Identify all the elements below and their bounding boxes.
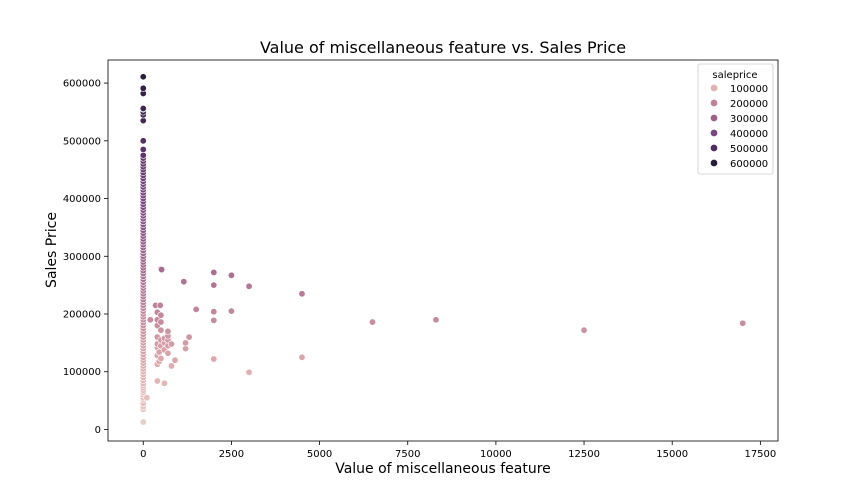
legend-entry-label: 100000: [730, 84, 768, 95]
data-point: [182, 345, 190, 353]
data-point: [157, 354, 165, 362]
data-point: [157, 311, 165, 319]
data-point: [245, 368, 253, 376]
x-axis-ticks: 0 2500 5000 7500 10000 12500 15000 17500: [140, 441, 776, 460]
data-point: [139, 104, 147, 112]
data-point: [139, 145, 147, 153]
legend-marker: [710, 159, 718, 167]
data-point: [171, 356, 179, 364]
data-point: [368, 318, 376, 326]
plot-frame: [107, 59, 779, 442]
data-point: [143, 394, 151, 402]
data-point: [580, 326, 588, 334]
data-point: [210, 308, 218, 316]
data-point: [158, 266, 166, 274]
legend: saleprice 100000 200000 300000 400000 500000…: [697, 63, 774, 175]
data-point: [210, 268, 218, 276]
data-point: [227, 271, 235, 279]
legend-marker: [710, 99, 718, 107]
data-point: [210, 316, 218, 324]
y-tick-label: 500000: [63, 136, 101, 147]
data-point: [185, 333, 193, 341]
y-axis-ticks: 0 100000 200000 300000 400000 500000 600000: [63, 79, 108, 436]
y-tick-label: 100000: [63, 367, 101, 378]
x-tick-label: 7500: [395, 449, 420, 460]
data-point: [153, 377, 161, 385]
data-point: [432, 316, 440, 324]
x-axis-label: Value of miscellaneous feature: [335, 461, 551, 477]
data-point: [739, 319, 747, 327]
data-point: [139, 84, 147, 92]
x-tick-label: 17500: [744, 449, 776, 460]
data-point: [164, 327, 172, 335]
data-point: [210, 355, 218, 363]
y-tick-label: 200000: [63, 310, 101, 321]
data-point: [146, 316, 154, 324]
data-point: [139, 117, 147, 125]
data-point: [180, 278, 188, 286]
y-axis-label: Sales Price: [44, 212, 60, 288]
legend-marker: [710, 84, 718, 92]
legend-entry-label: 600000: [730, 159, 768, 170]
legend-entry-label: 400000: [730, 129, 768, 140]
legend-entry-label: 500000: [730, 144, 768, 155]
data-point: [210, 281, 218, 289]
legend-marker: [710, 114, 718, 122]
legend-marker: [710, 144, 718, 152]
data-points: [139, 73, 747, 426]
y-tick-label: 600000: [63, 79, 101, 90]
chart-title: Value of miscellaneous feature vs. Sales…: [260, 38, 626, 57]
data-point: [227, 307, 235, 315]
data-point: [167, 340, 175, 348]
data-point: [298, 353, 306, 361]
y-tick-label: 0: [95, 425, 101, 436]
data-point: [245, 282, 253, 290]
x-tick-label: 15000: [656, 449, 688, 460]
legend-entry-label: 200000: [730, 99, 768, 110]
data-point: [139, 151, 147, 159]
x-tick-label: 0: [140, 449, 146, 460]
legend-marker: [710, 129, 718, 137]
x-tick-label: 5000: [307, 449, 332, 460]
data-point: [160, 379, 168, 387]
x-tick-label: 2500: [219, 449, 244, 460]
data-point: [167, 362, 175, 370]
data-point: [164, 349, 172, 357]
y-tick-label: 400000: [63, 194, 101, 205]
data-point: [157, 326, 165, 334]
data-point: [182, 339, 190, 347]
legend-entries: 100000 200000 300000 400000 500000 600000: [710, 84, 768, 170]
data-point: [139, 73, 147, 81]
legend-title: saleprice: [712, 70, 757, 81]
legend-entry-label: 300000: [730, 114, 768, 125]
data-point: [298, 290, 306, 298]
data-point: [156, 301, 164, 309]
x-tick-label: 10000: [480, 449, 512, 460]
data-point: [139, 418, 147, 426]
data-point: [139, 137, 147, 145]
data-point: [157, 318, 165, 326]
x-tick-label: 12500: [568, 449, 600, 460]
data-point: [192, 305, 200, 313]
y-tick-label: 300000: [63, 252, 101, 263]
